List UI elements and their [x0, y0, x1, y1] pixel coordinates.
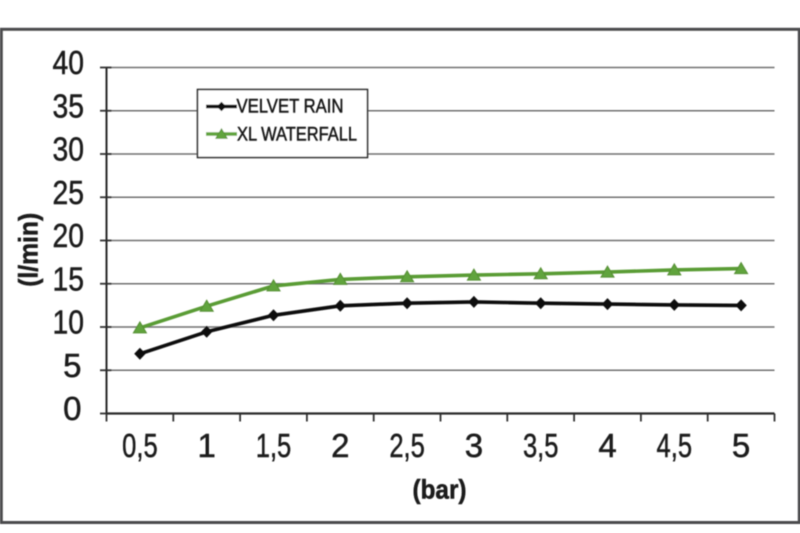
- svg-text:15: 15: [53, 260, 85, 297]
- svg-text:0,5: 0,5: [122, 427, 158, 464]
- svg-text:3: 3: [465, 427, 483, 464]
- svg-text:5: 5: [63, 347, 81, 384]
- svg-text:(l/min): (l/min): [14, 213, 44, 287]
- svg-text:1: 1: [198, 427, 216, 464]
- svg-text:30: 30: [53, 131, 85, 168]
- svg-text:1,5: 1,5: [256, 427, 292, 464]
- svg-text:40: 40: [53, 44, 85, 81]
- svg-text:0: 0: [63, 390, 81, 427]
- svg-text:5: 5: [732, 427, 750, 464]
- svg-text:(bar): (bar): [413, 475, 467, 505]
- svg-text:VELVET RAIN: VELVET RAIN: [237, 97, 344, 118]
- svg-text:25: 25: [53, 174, 85, 211]
- svg-text:10: 10: [53, 304, 85, 341]
- svg-text:20: 20: [53, 217, 85, 254]
- svg-text:2: 2: [331, 427, 349, 464]
- svg-text:3,5: 3,5: [523, 427, 559, 464]
- svg-text:35: 35: [53, 87, 85, 124]
- svg-text:2,5: 2,5: [389, 427, 425, 464]
- svg-text:4: 4: [598, 427, 616, 464]
- svg-text:XL WATERFALL: XL WATERFALL: [237, 125, 357, 146]
- svg-text:4,5: 4,5: [657, 427, 693, 464]
